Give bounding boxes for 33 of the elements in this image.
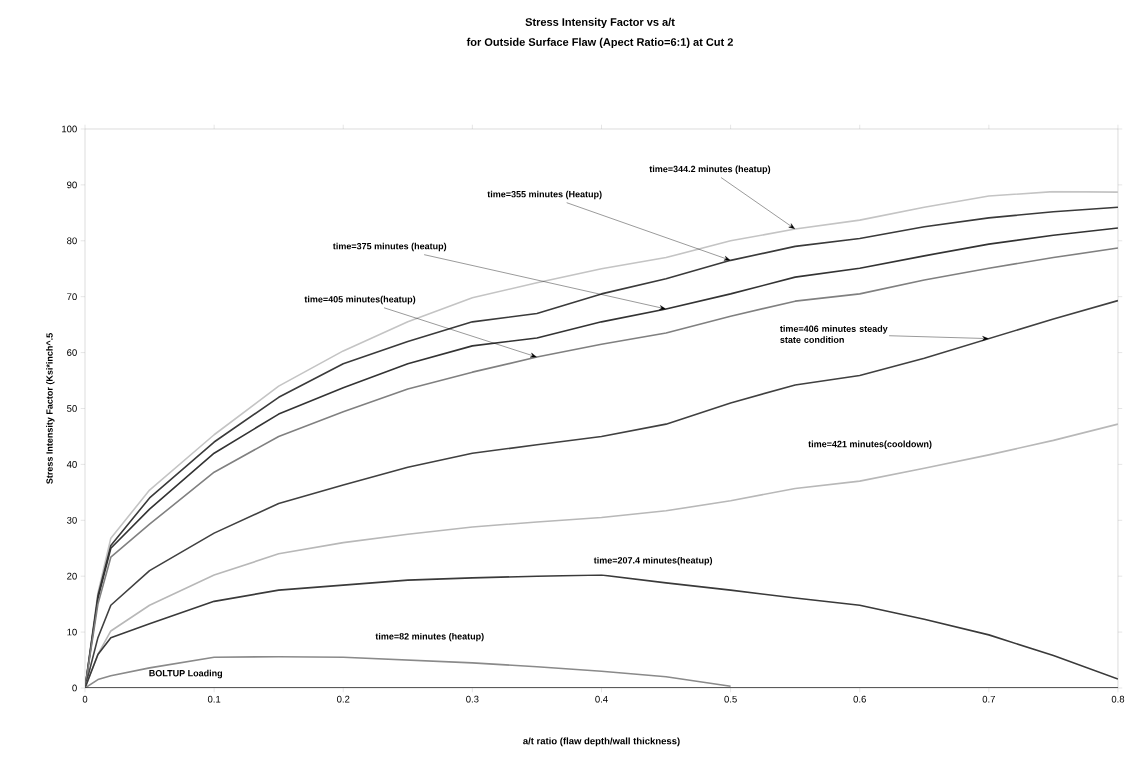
annotation: time=82 minutes (heatup): [375, 632, 484, 642]
annotation: time=355 minutes (Heatup): [487, 190, 602, 200]
y-tick-label: 30: [67, 516, 77, 524]
annotation: time=375 minutes (heatup): [332, 242, 447, 252]
x-tick-label: 0.6: [853, 695, 866, 703]
x-tick-label: 0.7: [982, 695, 995, 703]
annotation: time=405 minutes(heatup): [304, 295, 416, 305]
y-tick-label: 100: [62, 125, 77, 133]
annotation: time=406 minutes steady state condition: [780, 325, 888, 343]
x-axis-title: a/t ratio (flaw depth/wall thickness): [523, 737, 680, 747]
annotation: BOLTUP Loading: [149, 669, 223, 679]
y-tick-label: 0: [72, 684, 77, 692]
y-tick-label: 70: [67, 293, 77, 301]
y-tick-label: 60: [67, 349, 77, 356]
annotation: time=207.4 minutes(heatup): [593, 556, 713, 566]
y-tick-label: 20: [67, 572, 77, 580]
annotation: time=421 minutes(cooldown): [808, 440, 932, 450]
chart-subtitle: for Outside Surface Flaw (Apect Ratio=6:1) at Cut 2: [466, 37, 733, 49]
x-tick-label: 0.4: [595, 695, 608, 703]
x-tick-label: 0.3: [466, 695, 479, 703]
y-tick-label: 90: [67, 181, 77, 189]
y-tick-label: 10: [67, 628, 77, 636]
y-tick-label: 80: [67, 237, 77, 245]
x-tick-label: 0.1: [207, 695, 221, 703]
x-tick-label: 0.8: [1111, 695, 1125, 703]
y-axis-title: Stress Intensity Factor (Ksi*inch^.5: [46, 333, 55, 484]
annotation: time=344.2 minutes (heatup): [649, 165, 771, 174]
x-tick-label: 0.2: [337, 695, 350, 703]
x-tick-label: 0.5: [724, 695, 737, 703]
chart-title: Stress Intensity Factor vs a/t: [525, 17, 675, 29]
x-tick-label: 0: [82, 695, 88, 703]
y-tick-label: 50: [67, 405, 77, 412]
y-tick-label: 40: [66, 461, 77, 468]
